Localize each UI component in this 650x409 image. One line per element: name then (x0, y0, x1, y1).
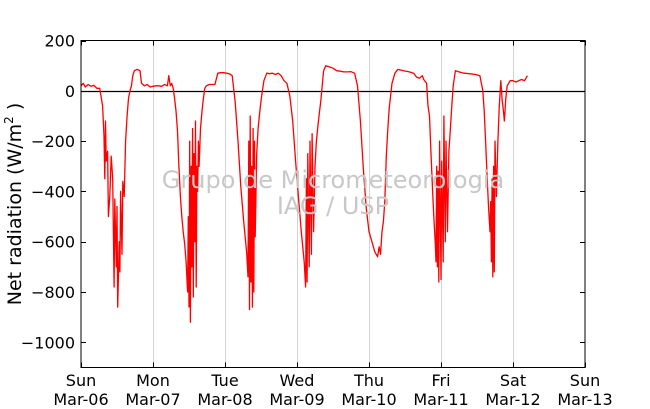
y-axis-title-main: Net radiation (W/m (4, 124, 26, 305)
x-tick-label-day: Fri (431, 371, 450, 390)
net-radiation-series-line (80, 65, 528, 323)
y-tick-label: −1000 (21, 333, 75, 352)
x-tick-label-date: Mar-11 (413, 390, 468, 409)
x-tick-label-date: Mar-10 (341, 390, 396, 409)
x-tick-label-day: Thu (353, 371, 384, 390)
x-tick-label-date: Mar-07 (125, 390, 180, 409)
watermark: Grupo de Micrometeorologia IAG / USP (162, 166, 504, 220)
x-tick-label-day: Sun (570, 371, 600, 390)
y-axis-ticks: 200 0 −200 −400 −600 −800 −1000 (21, 32, 585, 352)
watermark-line-2: IAG / USP (277, 192, 389, 220)
y-tick-label: −800 (31, 283, 75, 302)
series-layer (80, 65, 528, 323)
x-tick-label-day: Sun (66, 371, 96, 390)
plot-frame (80, 40, 586, 368)
y-axis-title: Net radiation (W/m2 ) (2, 103, 26, 305)
y-tick-label: −200 (31, 132, 75, 151)
watermark-line-1: Grupo de Micrometeorologia (162, 166, 504, 194)
y-axis-title-close: ) (4, 103, 26, 116)
x-tick-label-date: Mar-08 (197, 390, 252, 409)
x-tick-label-date: Mar-09 (269, 390, 324, 409)
x-tick-label-date: Mar-06 (53, 390, 108, 409)
y-tick-label: −600 (31, 233, 75, 252)
x-tick-label-day: Wed (280, 371, 315, 390)
y-tick-label: 200 (44, 32, 75, 51)
x-tick-label-day: Sat (500, 371, 526, 390)
y-tick-label: −400 (31, 182, 75, 201)
y-tick-label: 0 (65, 82, 75, 101)
x-tick-label-date: Mar-13 (557, 390, 612, 409)
x-axis-ticks: SunMar-06MonMar-07TueMar-08WedMar-09ThuM… (53, 40, 613, 409)
x-tick-label-date: Mar-12 (485, 390, 540, 409)
y-axis-title-superscript: 2 (2, 116, 16, 124)
x-tick-label-day: Tue (210, 371, 238, 390)
x-tick-label-day: Mon (136, 371, 170, 390)
